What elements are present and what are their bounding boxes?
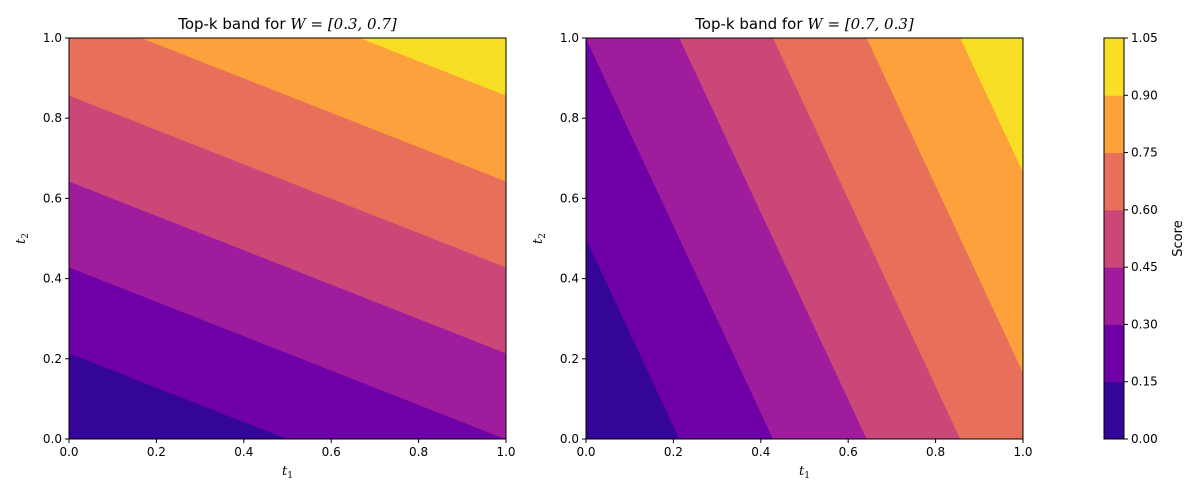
colorbar: 0.00 0.15 0.30 0.45 0.60 0.75 0.90 1.05 Score bbox=[1103, 31, 1186, 446]
title-left-prefix: Top-k band for bbox=[177, 15, 290, 33]
title-left-math: W = [0.3, 0.7] bbox=[290, 15, 397, 33]
x-tick-label: 0.8 bbox=[926, 445, 945, 459]
y-tick-label: 0.4 bbox=[43, 272, 62, 286]
colorbar-tick-label: 1.05 bbox=[1131, 31, 1158, 45]
x-axis-label-right: t1 bbox=[799, 464, 810, 481]
axes-frame-left bbox=[68, 37, 507, 440]
colorbar-segment-3 bbox=[1104, 209, 1124, 268]
y-axis-label-left-sub: 2 bbox=[21, 233, 31, 239]
colorbar-frame bbox=[1103, 37, 1125, 440]
x-tick-label: 0.0 bbox=[576, 445, 595, 459]
colorbar-segment-2 bbox=[1104, 267, 1124, 325]
contour-bands-right bbox=[585, 37, 1024, 440]
y-tick-label: 0.0 bbox=[43, 432, 62, 446]
y-axis-label-right: t2 bbox=[531, 233, 548, 244]
x-tick-label: 0.2 bbox=[147, 445, 166, 459]
subplot-right: 0.0 0.2 0.4 0.6 0.8 1.0 0.0 0.2 0.4 0.6 0.8 1.0 To… bbox=[531, 15, 1033, 481]
x-axis-label-right-sub: 1 bbox=[804, 471, 810, 481]
x-tick-label: 0.4 bbox=[234, 445, 253, 459]
x-axis-label-right-main: t bbox=[799, 464, 805, 479]
y-ticks-right: 0.0 0.2 0.4 0.6 0.8 1.0 bbox=[560, 31, 586, 446]
y-tick-label: 0.8 bbox=[560, 111, 579, 125]
x-ticks-right: 0.0 0.2 0.4 0.6 0.8 1.0 bbox=[576, 439, 1033, 459]
colorbar-tick-label: 0.00 bbox=[1131, 432, 1158, 446]
colorbar-tick-label: 0.75 bbox=[1131, 146, 1158, 160]
y-axis-label-left-main: t bbox=[14, 238, 29, 244]
title-left: Top-k band for W = [0.3, 0.7] bbox=[177, 15, 397, 33]
y-axis-label-right-sub: 2 bbox=[538, 233, 548, 239]
x-axis-label-left: t1 bbox=[282, 464, 293, 481]
colorbar-segment-6 bbox=[1104, 38, 1124, 96]
colorbar-segment-1 bbox=[1104, 324, 1124, 383]
y-tick-label: 0.8 bbox=[43, 111, 62, 125]
colorbar-label: Score bbox=[1171, 220, 1186, 256]
x-tick-label: 1.0 bbox=[1013, 445, 1032, 459]
x-tick-label: 0.6 bbox=[839, 445, 858, 459]
y-tick-label: 0.4 bbox=[560, 272, 579, 286]
x-tick-label: 0.4 bbox=[751, 445, 770, 459]
x-tick-label: 0.6 bbox=[322, 445, 341, 459]
y-axis-label-left: t2 bbox=[14, 233, 31, 244]
x-tick-label: 0.8 bbox=[409, 445, 428, 459]
title-right-prefix: Top-k band for bbox=[694, 15, 807, 33]
x-ticks-left: 0.0 0.2 0.4 0.6 0.8 1.0 bbox=[59, 439, 516, 459]
contour-bands-left bbox=[68, 37, 507, 440]
subplot-left: 0.0 0.2 0.4 0.6 0.8 1.0 0.0 0.2 0.4 0.6 0.8 1.0 To… bbox=[14, 15, 516, 481]
colorbar-tick-label: 0.15 bbox=[1131, 375, 1158, 389]
colorbar-segment-0 bbox=[1104, 381, 1124, 440]
y-tick-label: 1.0 bbox=[43, 31, 62, 45]
colorbar-tick-label: 0.90 bbox=[1131, 88, 1158, 102]
y-tick-label: 0.6 bbox=[43, 191, 62, 205]
y-tick-label: 0.2 bbox=[560, 352, 579, 366]
colorbar-tick-label: 0.60 bbox=[1131, 203, 1158, 217]
x-axis-label-left-sub: 1 bbox=[287, 471, 293, 481]
axes-frame-right bbox=[585, 37, 1024, 440]
x-tick-label: 1.0 bbox=[496, 445, 515, 459]
colorbar-segments bbox=[1104, 38, 1124, 440]
x-axis-label-left-main: t bbox=[282, 464, 288, 479]
y-axis-label-right-main: t bbox=[531, 238, 546, 244]
x-tick-label: 0.2 bbox=[664, 445, 683, 459]
colorbar-segment-4 bbox=[1104, 152, 1124, 211]
colorbar-tick-label: 0.45 bbox=[1131, 260, 1158, 274]
y-tick-label: 1.0 bbox=[560, 31, 579, 45]
y-ticks-left: 0.0 0.2 0.4 0.6 0.8 1.0 bbox=[43, 31, 69, 446]
colorbar-ticks: 0.00 0.15 0.30 0.45 0.60 0.75 0.90 1.05 bbox=[1124, 31, 1158, 446]
title-right: Top-k band for W = [0.7, 0.3] bbox=[694, 15, 914, 33]
x-tick-label: 0.0 bbox=[59, 445, 78, 459]
title-right-math: W = [0.7, 0.3] bbox=[807, 15, 914, 33]
colorbar-segment-5 bbox=[1104, 95, 1124, 154]
colorbar-tick-label: 0.30 bbox=[1131, 317, 1158, 331]
y-tick-label: 0.6 bbox=[560, 191, 579, 205]
y-tick-label: 0.0 bbox=[560, 432, 579, 446]
y-tick-label: 0.2 bbox=[43, 352, 62, 366]
